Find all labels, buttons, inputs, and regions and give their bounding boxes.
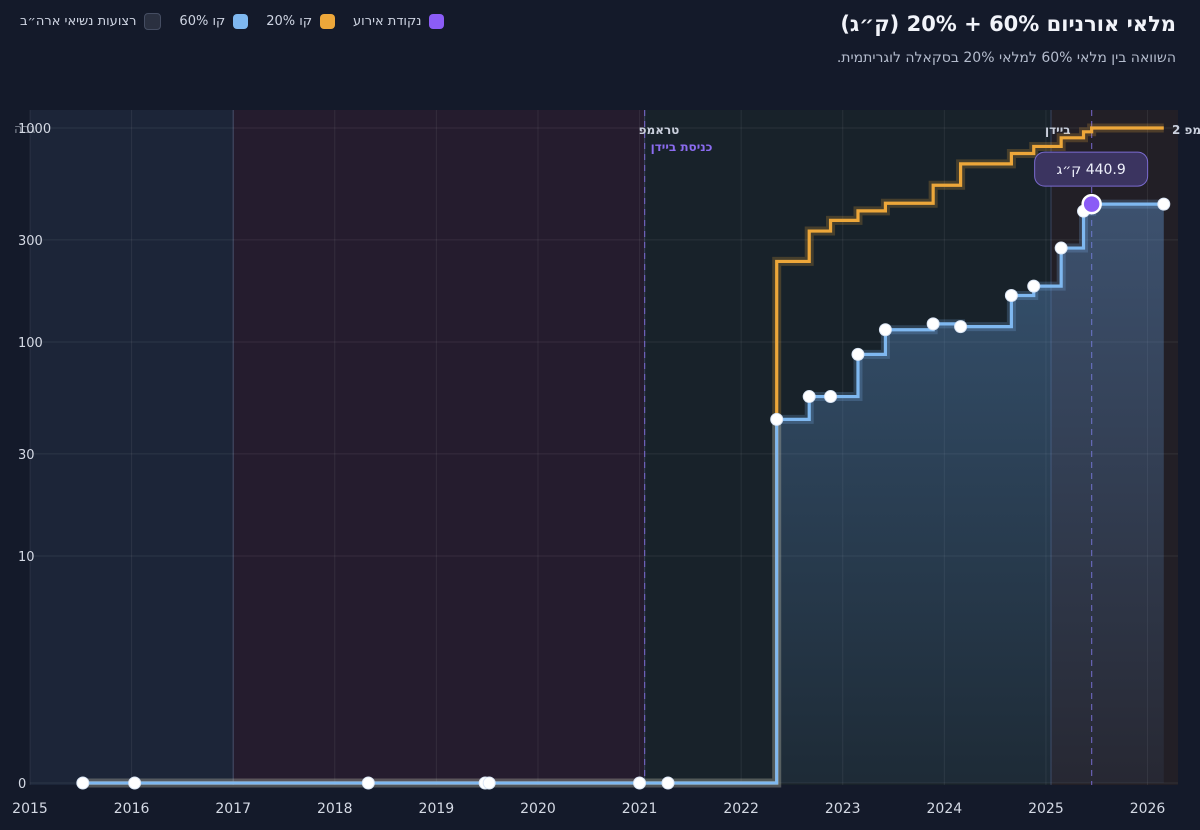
data-point-marker xyxy=(1027,279,1041,293)
series-20-line xyxy=(82,126,1164,785)
band-label: טראמפ 2 xyxy=(1172,123,1200,137)
legend-item-20[interactable]: קו 20% xyxy=(266,13,336,30)
y-tick-label: 10 xyxy=(18,550,35,565)
x-tick-label: 2026 xyxy=(1130,801,1166,817)
data-point-marker xyxy=(926,317,940,331)
y-tick-label: 100 xyxy=(18,336,43,351)
x-tick-label: 2024 xyxy=(927,801,963,817)
legend-label-60: קו 60% xyxy=(179,14,226,29)
data-point-marker xyxy=(1004,289,1018,303)
data-point-marker xyxy=(954,320,968,334)
legend: רצועות נשיאי ארה״ב קו 60% קו 20% נקודת א… xyxy=(20,13,445,30)
x-tick-label: 2018 xyxy=(317,801,353,817)
band-label: ביידן xyxy=(1045,123,1071,137)
data-point-marker xyxy=(878,323,892,337)
data-point-marker xyxy=(76,776,90,790)
legend-item-bands[interactable]: רצועות נשיאי ארה״ב xyxy=(20,13,162,30)
x-tick-label: 2017 xyxy=(215,801,251,817)
chart-area[interactable]: טראמפ ביידן טראמפ 2 כניסת ביידן 440.9 ק״ג 0 10… xyxy=(0,110,1200,830)
data-point-marker xyxy=(661,776,675,790)
data-point-marker xyxy=(802,390,816,404)
legend-item-60[interactable]: קו 60% xyxy=(179,13,249,30)
legend-swatch-20 xyxy=(320,14,336,29)
tooltip-label: 440.9 ק״ג xyxy=(1057,162,1126,178)
legend-swatch-bands xyxy=(144,13,162,30)
chart-header: מלאי אורניום 60% + 20% (ק״ג) השוואה בין … xyxy=(0,0,1200,110)
x-tick-label: 2015 xyxy=(12,801,48,817)
legend-label-20: קו 20% xyxy=(266,14,313,29)
data-point-marker xyxy=(361,776,375,790)
president-band xyxy=(30,110,234,785)
x-tick-label: 2019 xyxy=(419,801,455,817)
chart-subtitle: השוואה בין מלאי 60% למלאי 20% בסקאלה לוג… xyxy=(836,50,1176,66)
x-tick-label: 2020 xyxy=(520,801,556,817)
event-label: כניסת ביידן xyxy=(651,140,713,154)
president-band xyxy=(233,110,645,785)
legend-label-event: נקודת אירוע xyxy=(353,14,422,29)
x-tick-label: 2025 xyxy=(1028,801,1064,817)
data-point-marker xyxy=(633,776,647,790)
data-point-marker xyxy=(824,390,838,404)
legend-label-bands: רצועות נשיאי ארה״ב xyxy=(20,14,137,29)
y-tick-label: 0 xyxy=(18,777,26,792)
data-point-marker xyxy=(1054,241,1068,255)
legend-swatch-60 xyxy=(233,14,249,29)
data-point-marker xyxy=(482,776,496,790)
y-tick-label: 1000 xyxy=(18,122,51,137)
legend-item-event[interactable]: נקודת אירוע xyxy=(353,13,445,30)
chart-title: מלאי אורניום 60% + 20% (ק״ג) xyxy=(840,12,1176,36)
data-point-marker xyxy=(1157,197,1171,211)
y-tick-label: 30 xyxy=(18,448,35,463)
y-tick-clipped-label: גבה xyxy=(14,122,35,137)
y-tick-label: 300 xyxy=(18,234,43,249)
series-60-area xyxy=(82,204,1164,784)
x-tick-label: 2021 xyxy=(622,801,658,817)
band-label: טראמפ xyxy=(639,123,680,137)
event-point-marker xyxy=(1081,193,1102,215)
data-point-marker xyxy=(851,347,865,361)
legend-swatch-event xyxy=(429,14,445,29)
tooltip-box xyxy=(1034,151,1149,187)
x-tick-label: 2022 xyxy=(723,801,759,817)
data-point-marker xyxy=(770,412,784,426)
data-point-marker xyxy=(128,776,142,790)
x-tick-label: 2023 xyxy=(825,801,861,817)
x-tick-label: 2016 xyxy=(114,801,150,817)
